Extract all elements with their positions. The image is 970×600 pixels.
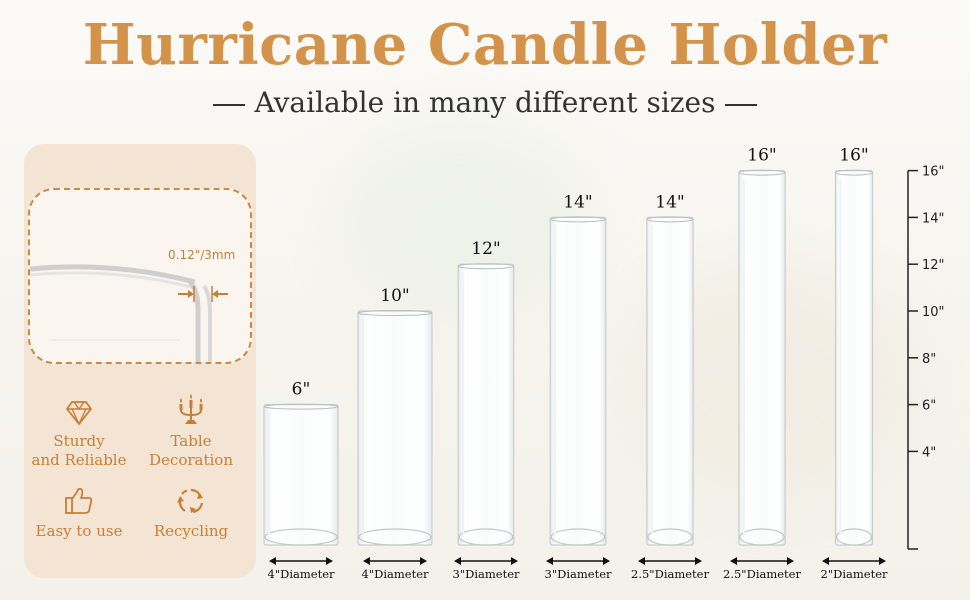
feature-recycling: Recycling bbox=[136, 486, 246, 541]
feature-easy-to-use: Easy to use bbox=[24, 486, 134, 541]
glass-rim bbox=[357, 310, 433, 316]
glass-base bbox=[550, 528, 606, 546]
scale-tick-label: 10" bbox=[922, 305, 945, 320]
glass-thickness-closeup: 0.12"/3mm bbox=[28, 188, 252, 364]
features-panel: 0.12"/3mm Sturdy and Reliable Table Deco… bbox=[24, 144, 256, 578]
glass-cylinder bbox=[646, 216, 694, 546]
height-label: 16" bbox=[747, 146, 776, 166]
subtitle-rule-left bbox=[212, 103, 245, 106]
feature-label-line2: and Reliable bbox=[31, 451, 127, 469]
feature-label-line1: Recycling bbox=[153, 522, 229, 540]
glass-base bbox=[835, 528, 873, 546]
height-label: 14" bbox=[655, 192, 684, 212]
diamond-icon bbox=[66, 401, 92, 426]
candelabra-icon bbox=[179, 394, 203, 424]
diameter-label: 3"Diameter bbox=[545, 567, 612, 581]
glass-base bbox=[264, 528, 338, 546]
glass-rim bbox=[835, 169, 873, 176]
feature-label-line1: Easy to use bbox=[35, 522, 123, 540]
diameter-label: 3"Diameter bbox=[453, 567, 520, 581]
glass-cylinder bbox=[263, 404, 339, 546]
arrow-head-left bbox=[454, 557, 461, 565]
feature-label-line1: Table bbox=[170, 432, 212, 450]
feature-table-decoration: Table Decoration bbox=[136, 392, 246, 470]
glass-rim bbox=[457, 263, 515, 270]
diameter-label: 4"Diameter bbox=[268, 567, 335, 581]
diameter-label: 2"Diameter bbox=[821, 567, 888, 581]
glass-cylinder bbox=[549, 216, 607, 546]
glass-cylinder bbox=[357, 310, 433, 546]
height-label: 14" bbox=[563, 192, 592, 212]
glass-base bbox=[739, 528, 785, 546]
glass-cylinder bbox=[457, 263, 515, 546]
height-label: 6" bbox=[292, 380, 311, 400]
page-subtitle: Available in many different sizes bbox=[0, 86, 970, 119]
arrow-head-left bbox=[269, 557, 276, 565]
scale-tick-label: 16" bbox=[922, 165, 945, 180]
subtitle-rule-right bbox=[725, 103, 758, 106]
diameter-label: 2.5"Diameter bbox=[631, 567, 709, 581]
page-title: Hurricane Candle Holder bbox=[82, 12, 888, 78]
glass-base bbox=[458, 528, 514, 546]
recycle-icon bbox=[177, 488, 204, 514]
feature-sturdy: Sturdy and Reliable bbox=[24, 400, 134, 470]
height-label: 16" bbox=[839, 146, 868, 166]
scale-tick-label: 8" bbox=[922, 352, 936, 367]
glass-rim bbox=[263, 403, 339, 410]
subtitle-text: Available in many different sizes bbox=[254, 86, 716, 119]
glass-cylinder bbox=[738, 170, 786, 546]
height-label: 12" bbox=[471, 239, 500, 259]
glass-base bbox=[358, 528, 432, 546]
feature-label-line2: Decoration bbox=[149, 451, 233, 469]
thickness-label: 0.12"/3mm bbox=[168, 248, 236, 262]
arrow-head-left bbox=[546, 557, 553, 565]
arrow-head-left bbox=[638, 557, 645, 565]
arrow-head-right bbox=[787, 557, 794, 565]
arrow-head-left bbox=[822, 557, 829, 565]
scale-tick-label: 14" bbox=[922, 211, 945, 226]
glass-rim bbox=[646, 216, 694, 223]
height-label: 10" bbox=[380, 286, 409, 306]
arrow-head-right bbox=[879, 557, 886, 565]
glass-rim-illustration bbox=[30, 264, 228, 362]
scale-tick-label: 6" bbox=[922, 399, 936, 414]
diameter-label: 2.5"Diameter bbox=[723, 567, 801, 581]
scale-tick-label: 12" bbox=[922, 258, 945, 273]
arrow-head-left bbox=[363, 557, 370, 565]
feature-label-line1: Sturdy bbox=[53, 432, 105, 450]
scale-tick-label: 4" bbox=[922, 445, 936, 460]
arrow-head-right bbox=[420, 557, 427, 565]
diameter-label: 4"Diameter bbox=[362, 567, 429, 581]
glass-rim bbox=[549, 216, 607, 223]
glass-base bbox=[647, 528, 693, 546]
arrow-head-right bbox=[511, 557, 518, 565]
arrow-head-right bbox=[695, 557, 702, 565]
thumbs-up-icon bbox=[65, 487, 93, 514]
arrow-head-right bbox=[603, 557, 610, 565]
arrow-head-right bbox=[326, 557, 333, 565]
arrow-head-left bbox=[730, 557, 737, 565]
glass-rim bbox=[738, 169, 786, 176]
